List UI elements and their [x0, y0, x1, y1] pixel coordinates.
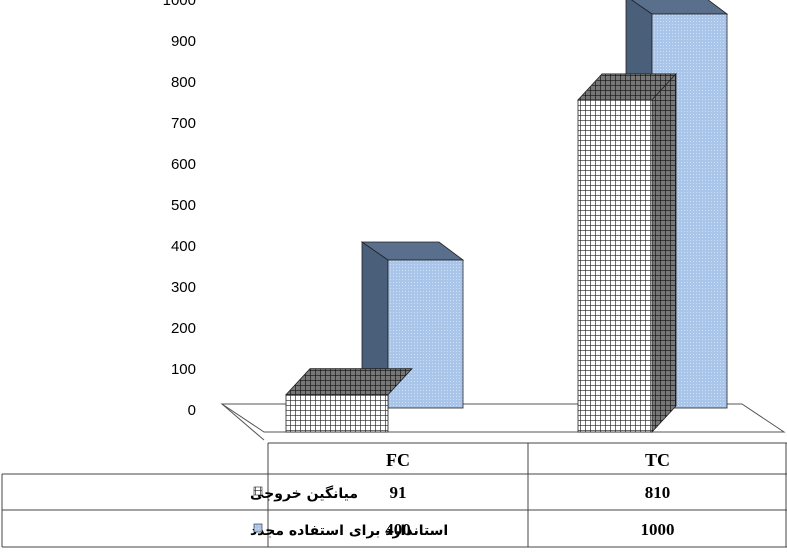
y-tick-label: 0	[188, 402, 196, 419]
floor-edge	[221, 403, 265, 441]
table-header-TC: TC	[645, 450, 670, 470]
bar-standard-front	[387, 259, 464, 409]
data-table: FC TC میانگین خروجی 91 810 استاندارد برای است…	[1, 442, 787, 548]
bar-output-side	[651, 72, 677, 434]
bars	[285, 0, 729, 434]
legend-swatch-2	[253, 523, 263, 533]
y-tick-label: 600	[171, 156, 196, 173]
bar-output-TC	[577, 72, 677, 434]
y-axis: 0 100 200 300 400 500 600 700 800 900 1000	[163, 0, 196, 419]
y-tick-label: 100	[171, 361, 196, 378]
data-label: 1000	[641, 520, 675, 539]
data-label: 810	[645, 483, 671, 502]
table-header-FC: FC	[386, 450, 410, 470]
bar-standard-FC	[360, 241, 465, 409]
legend-label-2: استاندارد برای استفاده مجدد	[250, 523, 448, 539]
y-tick-label: 400	[171, 238, 196, 255]
bar-output-front	[577, 99, 653, 433]
y-tick-label: 1000	[163, 0, 196, 9]
y-tick-label: 900	[171, 33, 196, 50]
data-label: 400	[385, 520, 411, 539]
data-label: 91	[390, 483, 407, 502]
bar-output-front	[285, 394, 389, 433]
y-tick-label: 300	[171, 279, 196, 296]
y-tick-label: 800	[171, 74, 196, 91]
legend-label-1: میانگین خروجی	[250, 485, 358, 502]
y-tick-label: 500	[171, 197, 196, 214]
y-tick-label: 200	[171, 320, 196, 337]
legend-swatch-1	[253, 486, 263, 496]
bar-output-FC	[285, 368, 413, 433]
y-tick-label: 700	[171, 115, 196, 132]
